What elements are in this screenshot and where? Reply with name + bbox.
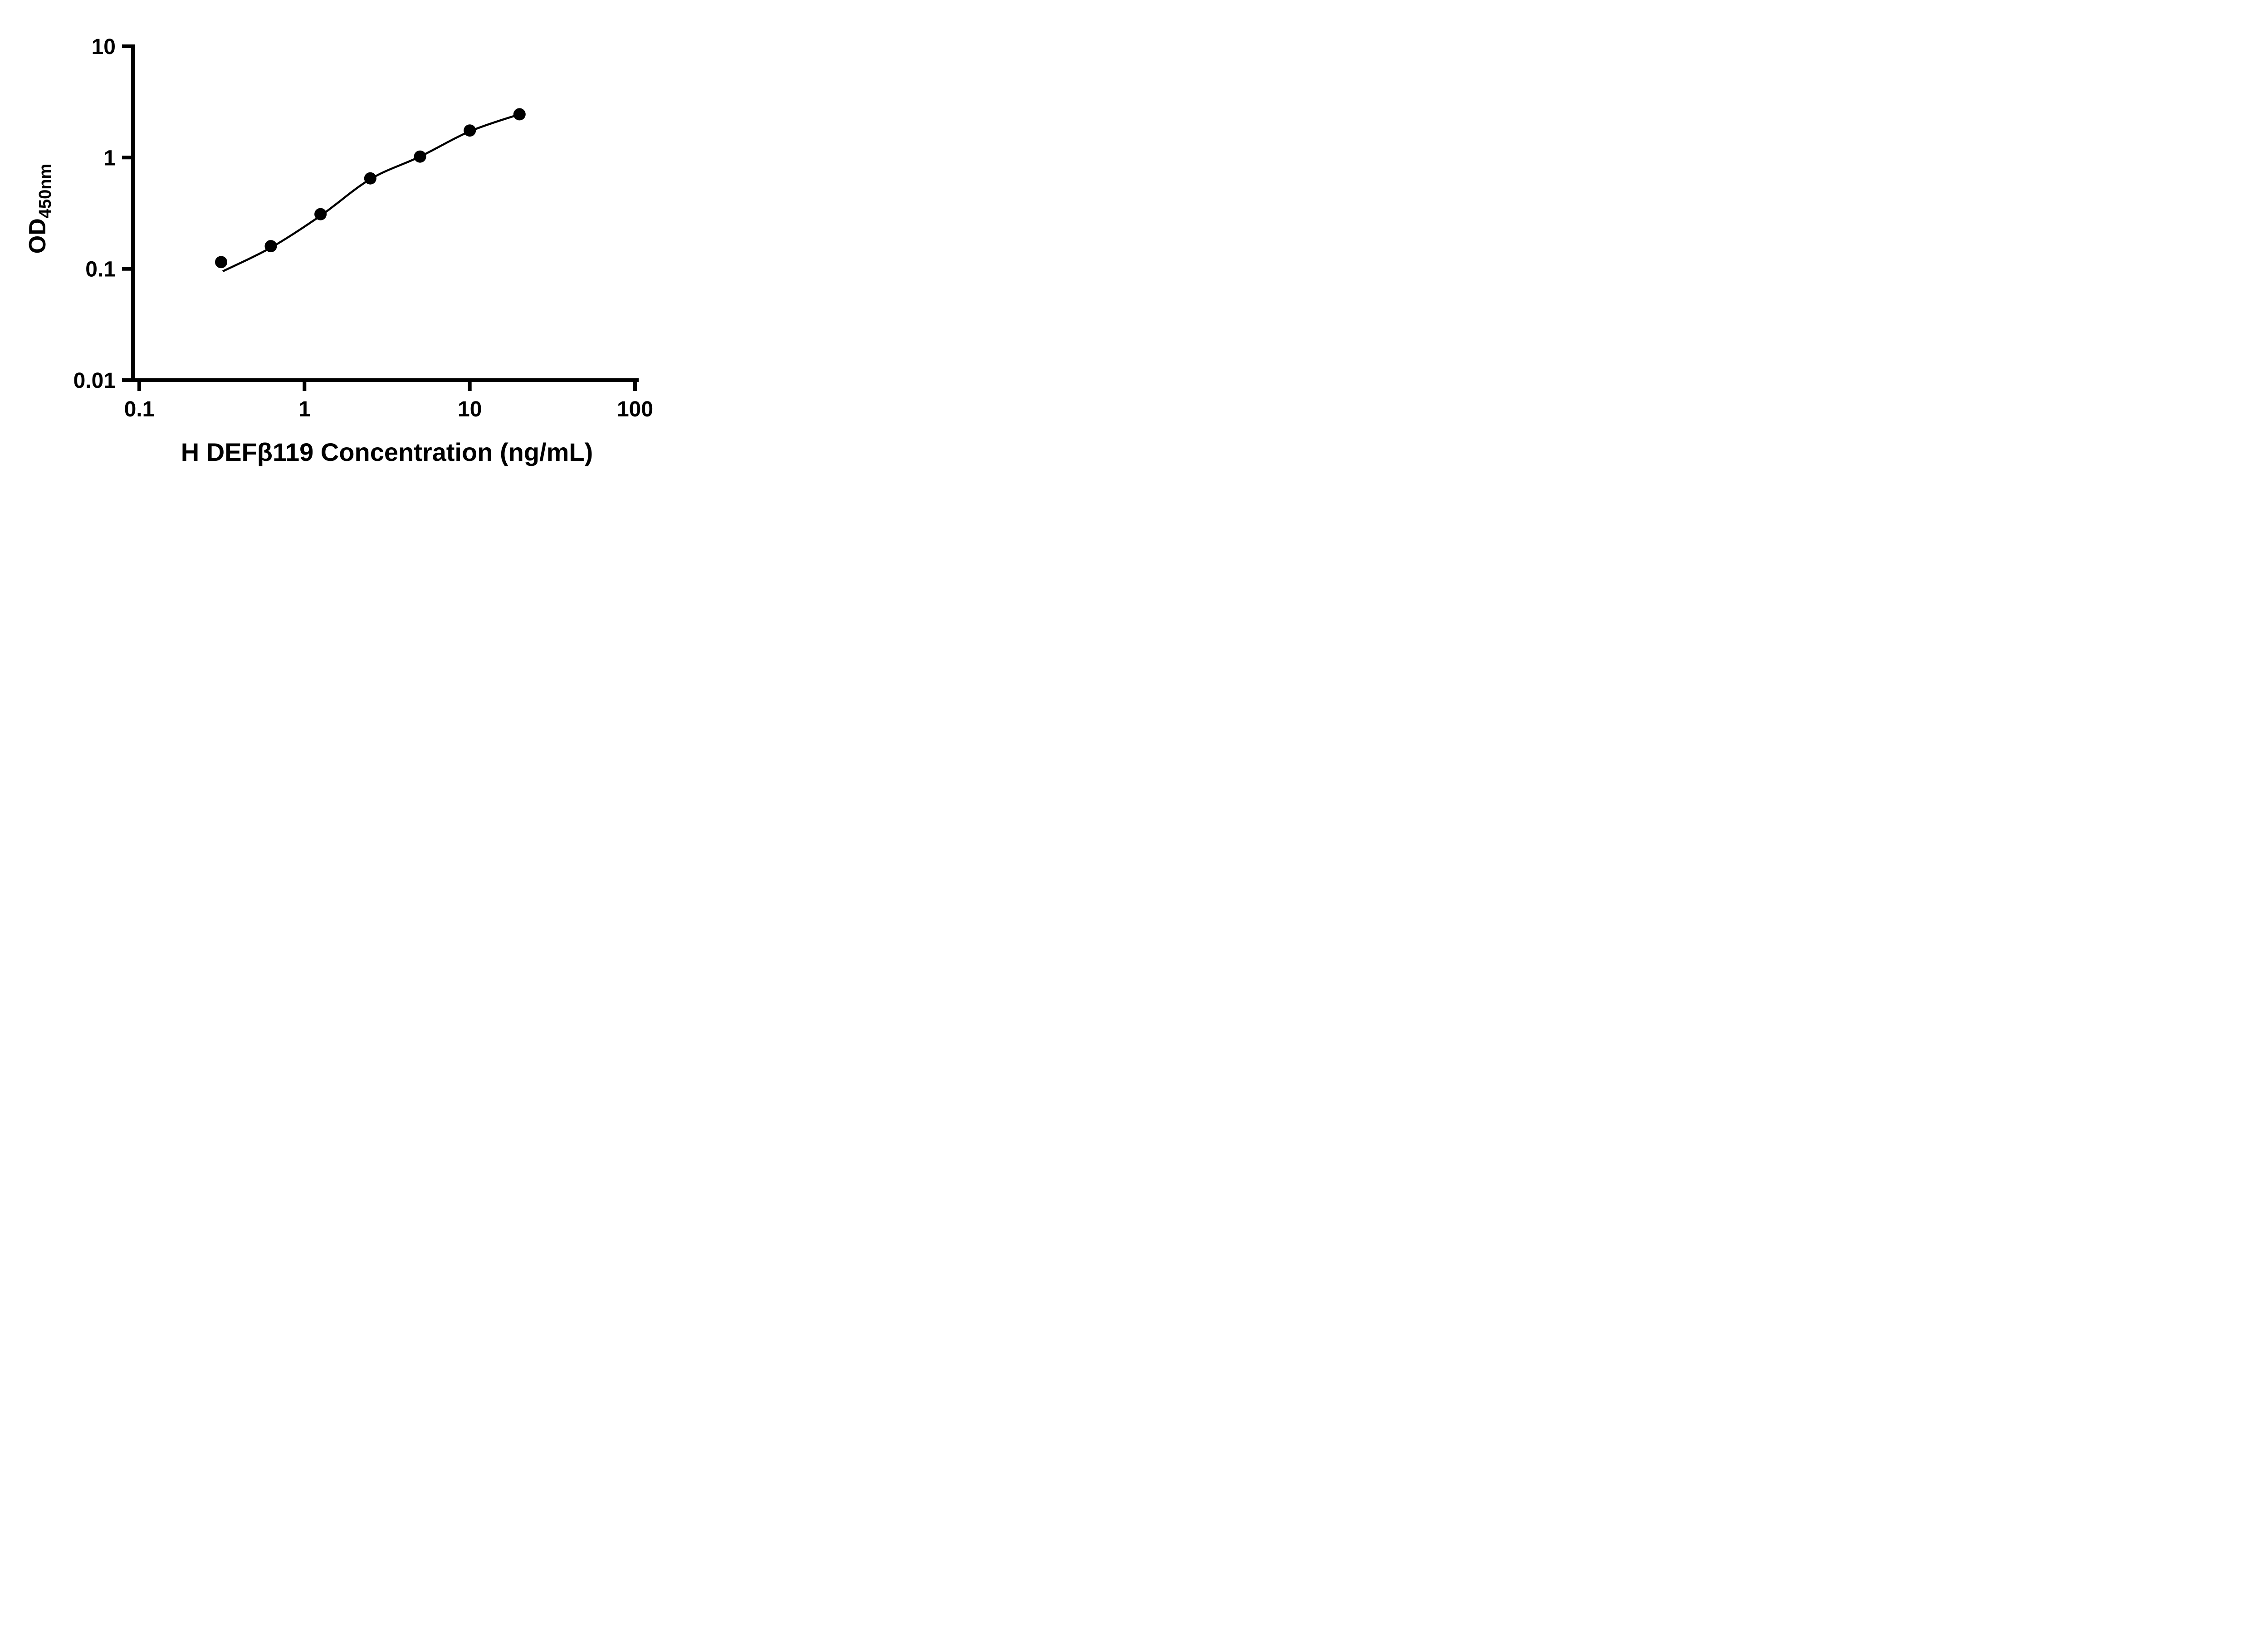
data-point bbox=[513, 108, 526, 121]
elisa-standard-curve-figure: 0.1 1 10 100 0.01 0.1 1 10 H DEFβ119 Concentrat… bbox=[0, 0, 699, 490]
svg-text:OD450nm: OD450nm bbox=[24, 164, 55, 254]
data-point bbox=[314, 208, 327, 220]
y-tick-label: 0.1 bbox=[85, 258, 116, 282]
x-tick-label: 10 bbox=[458, 397, 482, 421]
x-tick-label: 100 bbox=[617, 397, 653, 421]
y-tick-label: 10 bbox=[92, 35, 116, 59]
y-axis-title-sub: 450nm bbox=[36, 164, 55, 218]
y-axis-title-main: OD bbox=[24, 218, 51, 254]
x-axis-title: H DEFβ119 Concentration (ng/mL) bbox=[181, 438, 593, 466]
x-tick-label: 0.1 bbox=[124, 397, 155, 421]
y-tick-label: 0.01 bbox=[73, 369, 116, 393]
data-point bbox=[414, 150, 426, 163]
data-point bbox=[215, 256, 227, 269]
axes bbox=[131, 44, 639, 382]
x-tick-label: 1 bbox=[298, 397, 311, 421]
data-point bbox=[464, 124, 476, 137]
data-point bbox=[364, 172, 376, 185]
plot-area: 0.1 1 10 100 0.01 0.1 1 10 bbox=[73, 35, 653, 421]
data-point bbox=[264, 240, 277, 253]
y-axis-title: OD450nm bbox=[24, 164, 55, 254]
standard-curve-chart: 0.1 1 10 100 0.01 0.1 1 10 H DEFβ119 Concentrat… bbox=[24, 35, 653, 466]
y-tick-label: 1 bbox=[103, 146, 116, 170]
